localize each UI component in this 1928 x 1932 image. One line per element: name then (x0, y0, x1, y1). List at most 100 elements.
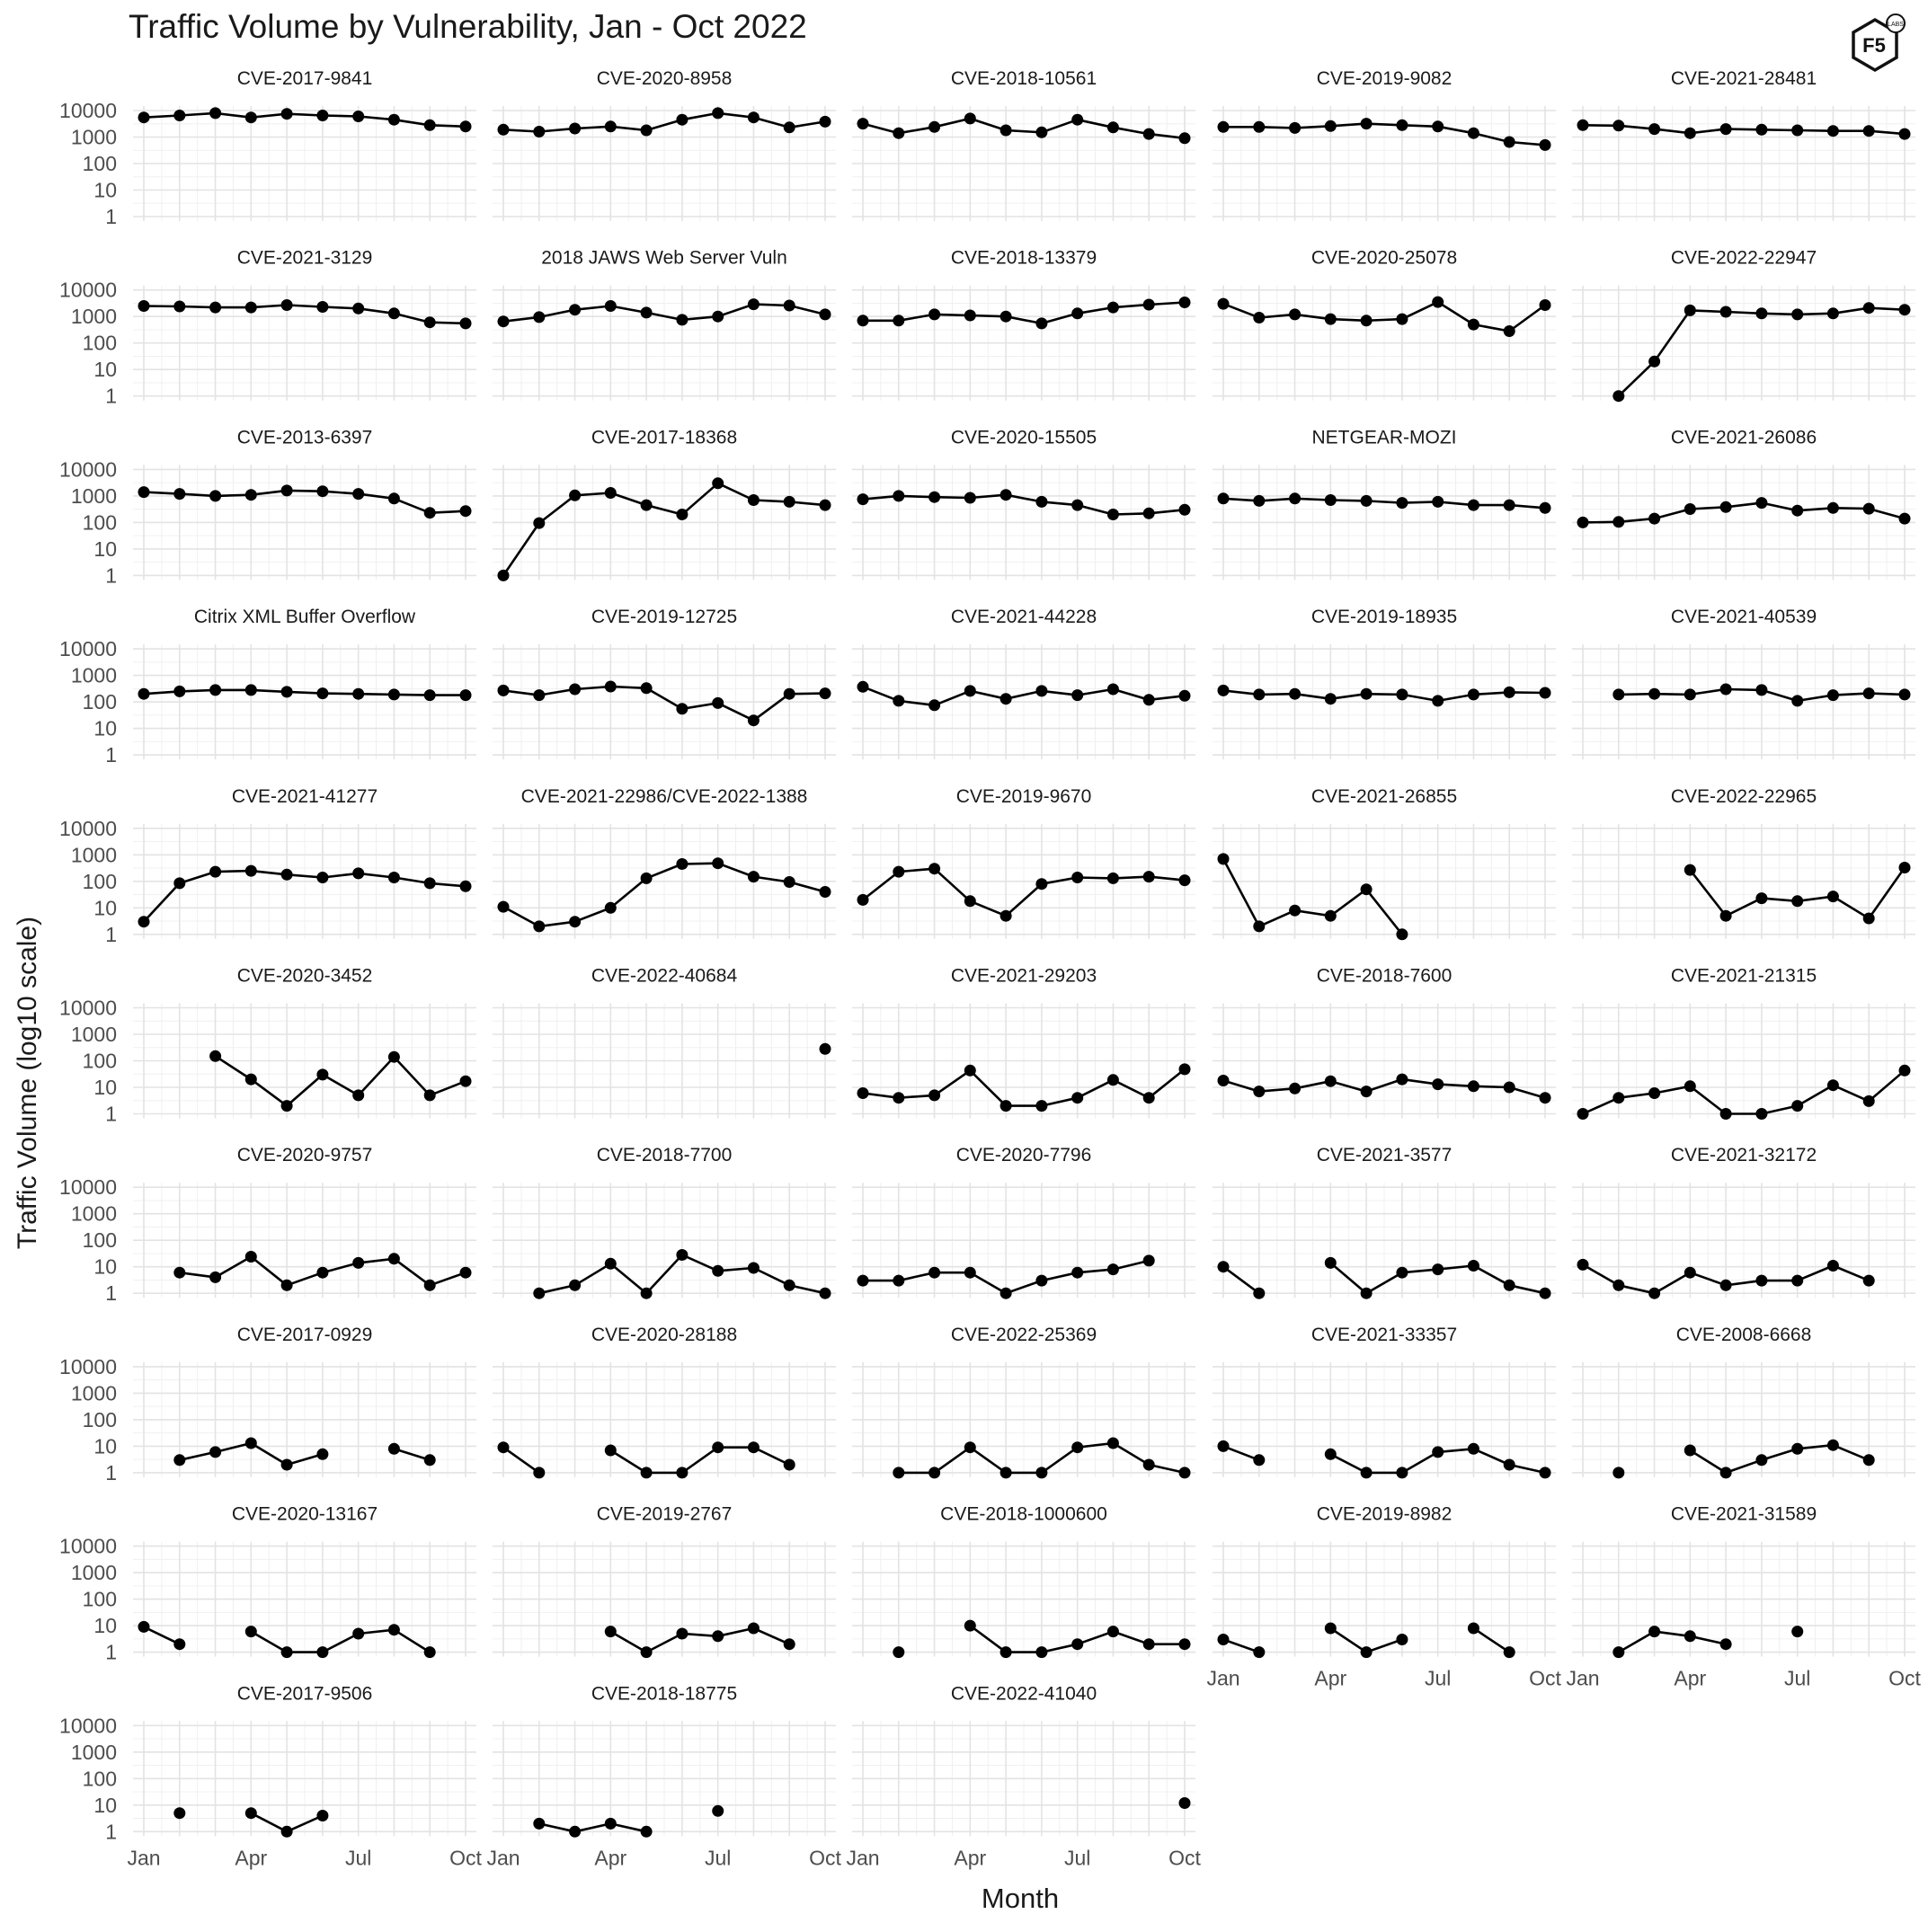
data-point (1791, 504, 1804, 517)
data-point (1000, 310, 1012, 323)
data-point (1719, 1638, 1732, 1651)
panel-title: CVE-2018-7700 (597, 1145, 733, 1165)
y-tick-label: 100 (83, 1408, 117, 1431)
y-tick-label: 1 (105, 1281, 117, 1305)
facet-panel: CVE-2018-13379 (852, 248, 1195, 401)
data-point (964, 1619, 976, 1632)
data-point (244, 301, 257, 314)
data-point (280, 1100, 293, 1112)
data-point (497, 315, 510, 328)
data-point (1253, 920, 1266, 933)
data-point (387, 113, 400, 126)
data-point (712, 857, 724, 870)
data-point (1467, 127, 1479, 139)
data-point (1467, 1260, 1479, 1272)
data-point (1432, 1078, 1444, 1091)
data-point (280, 484, 293, 497)
data-point (209, 1446, 222, 1458)
facet-panel: CVE-2017-0929 1 10 100 1000 10000 (59, 1325, 476, 1484)
data-point (138, 300, 150, 312)
data-point (819, 308, 831, 321)
facet-panel: CVE-2021-3129 1 10 100 1000 10000 (59, 248, 476, 408)
panel-title: CVE-2020-8958 (597, 68, 733, 89)
panel-title: CVE-2020-7796 (956, 1145, 1092, 1165)
data-point (1755, 123, 1768, 136)
data-point (1360, 315, 1373, 327)
data-point (640, 682, 653, 695)
data-point (1035, 1467, 1048, 1479)
facet-panel: CVE-2021-22986/CVE-2022-1388 (493, 786, 836, 939)
panel-title: CVE-2018-7600 (1317, 966, 1453, 987)
data-point (1467, 318, 1479, 331)
x-tick-label: Jul (1425, 1667, 1451, 1690)
data-point (1467, 688, 1479, 701)
panel-title: CVE-2022-25369 (951, 1325, 1097, 1345)
facet-panel: CVE-2019-9082 (1213, 68, 1556, 221)
data-point (1360, 1467, 1373, 1479)
data-point (1648, 355, 1661, 368)
data-point (1289, 308, 1302, 321)
data-point (352, 1089, 365, 1102)
series-line (862, 117, 1186, 140)
x-tick-label: Jan (1206, 1667, 1239, 1690)
data-point (1719, 1279, 1732, 1291)
series-line (863, 301, 1186, 325)
facet-panel: CVE-2021-21315 (1572, 966, 1915, 1120)
data-point (1360, 1646, 1373, 1659)
panel-title: CVE-2021-28481 (1671, 68, 1817, 89)
data-point (1178, 1063, 1191, 1076)
y-tick-label: 1 (105, 1641, 117, 1664)
data-point (316, 301, 329, 313)
data-point (569, 489, 582, 501)
data-point (1898, 512, 1911, 525)
data-point (1142, 1254, 1155, 1267)
data-point (1253, 1454, 1266, 1467)
data-point (423, 1646, 436, 1659)
data-point (387, 1442, 400, 1455)
panel-title: CVE-2017-18368 (591, 427, 737, 448)
data-point (1178, 1467, 1191, 1479)
data-point (893, 127, 905, 139)
data-point (1648, 687, 1661, 700)
data-point (1613, 1646, 1625, 1659)
y-tick-label: 100 (83, 690, 117, 713)
data-point (1539, 1467, 1551, 1479)
facet-panel: CVE-2017-9841 1 10 100 1000 10000 (59, 68, 476, 228)
logo-sub-text: LABS (1888, 22, 1904, 28)
y-tick-label: 1000 (71, 484, 117, 508)
data-point (1898, 1064, 1911, 1077)
data-point (352, 1256, 365, 1269)
panel-title: CVE-2020-25078 (1311, 248, 1457, 269)
data-point (1396, 1073, 1408, 1086)
data-point (1613, 120, 1625, 132)
series-line (862, 493, 1186, 516)
data-point (1142, 507, 1155, 519)
series-line (214, 1055, 466, 1107)
data-point (1862, 125, 1875, 137)
data-point (1719, 306, 1732, 318)
panel-title: CVE-2020-13167 (232, 1504, 378, 1525)
data-point (676, 1627, 689, 1640)
data-point (280, 1646, 293, 1659)
y-tick-label: 1 (105, 743, 117, 767)
data-point (747, 298, 760, 311)
series-line (1222, 1265, 1260, 1295)
data-point (1396, 1266, 1408, 1279)
data-point (280, 1279, 293, 1291)
data-point (1106, 121, 1119, 134)
data-point (1396, 313, 1408, 325)
facet-panel: CVE-2018-10561 (852, 68, 1195, 221)
data-point (1396, 1634, 1408, 1645)
data-point (1503, 686, 1515, 698)
data-point (533, 126, 546, 137)
y-tick-label: 10 (93, 1614, 117, 1637)
data-point (1178, 689, 1191, 702)
data-point (1791, 695, 1804, 707)
data-point (640, 306, 653, 319)
series-line (143, 1626, 181, 1645)
data-point (604, 1257, 617, 1270)
data-point (533, 517, 546, 529)
data-point (423, 1279, 436, 1291)
